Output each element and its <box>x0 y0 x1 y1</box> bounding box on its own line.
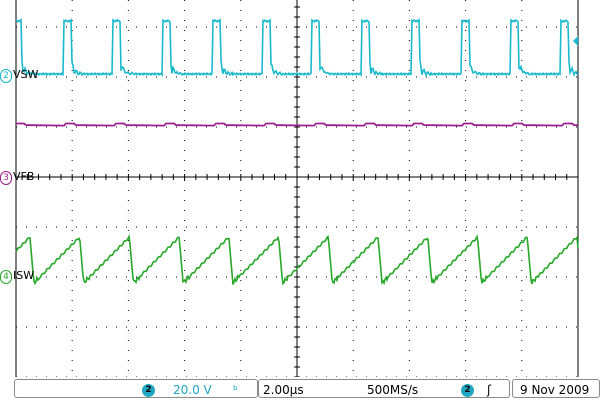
channel-badge: 2 <box>142 384 155 397</box>
horizontal-scale-cell[interactable]: 2.00µs 500MS/s 2 ʃ <box>258 379 510 398</box>
channel-label: VSW <box>13 68 39 81</box>
trigger-channel-badge: 2 <box>461 384 474 397</box>
vsw-trace <box>15 17 579 78</box>
vertical-scale-cell[interactable]: 2 20.0 V ᵇ <box>14 379 258 398</box>
channel-marker-vfb: 3 VFB <box>0 171 34 185</box>
channel-marker-isw: 4 ISW <box>0 270 34 284</box>
channel-number: 4 <box>0 270 12 284</box>
date-label: 9 Nov 2009 <box>520 383 590 397</box>
time-per-div: 2.00µs <box>263 383 304 397</box>
trigger-slope-icon: ʃ <box>487 383 492 397</box>
bandwidth-icon: ᵇ <box>233 383 239 397</box>
volts-per-div: 20.0 V <box>173 383 212 397</box>
graticule <box>15 0 579 378</box>
channel-number: 3 <box>0 171 12 185</box>
date-cell: 9 Nov 2009 <box>512 379 600 398</box>
sample-rate: 500MS/s <box>367 383 419 397</box>
channel-label: ISW <box>13 269 35 282</box>
channel-marker-vsw: 2 VSW <box>0 69 38 83</box>
trigger-level-marker <box>573 36 578 46</box>
channel-label: VFB <box>13 170 35 183</box>
vfb-trace <box>16 122 578 127</box>
channel-number: 2 <box>0 69 12 83</box>
isw-trace <box>15 233 579 286</box>
status-bar: 2 20.0 V ᵇ 2.00µs 500MS/s 2 ʃ 9 Nov 2009 <box>0 377 600 400</box>
